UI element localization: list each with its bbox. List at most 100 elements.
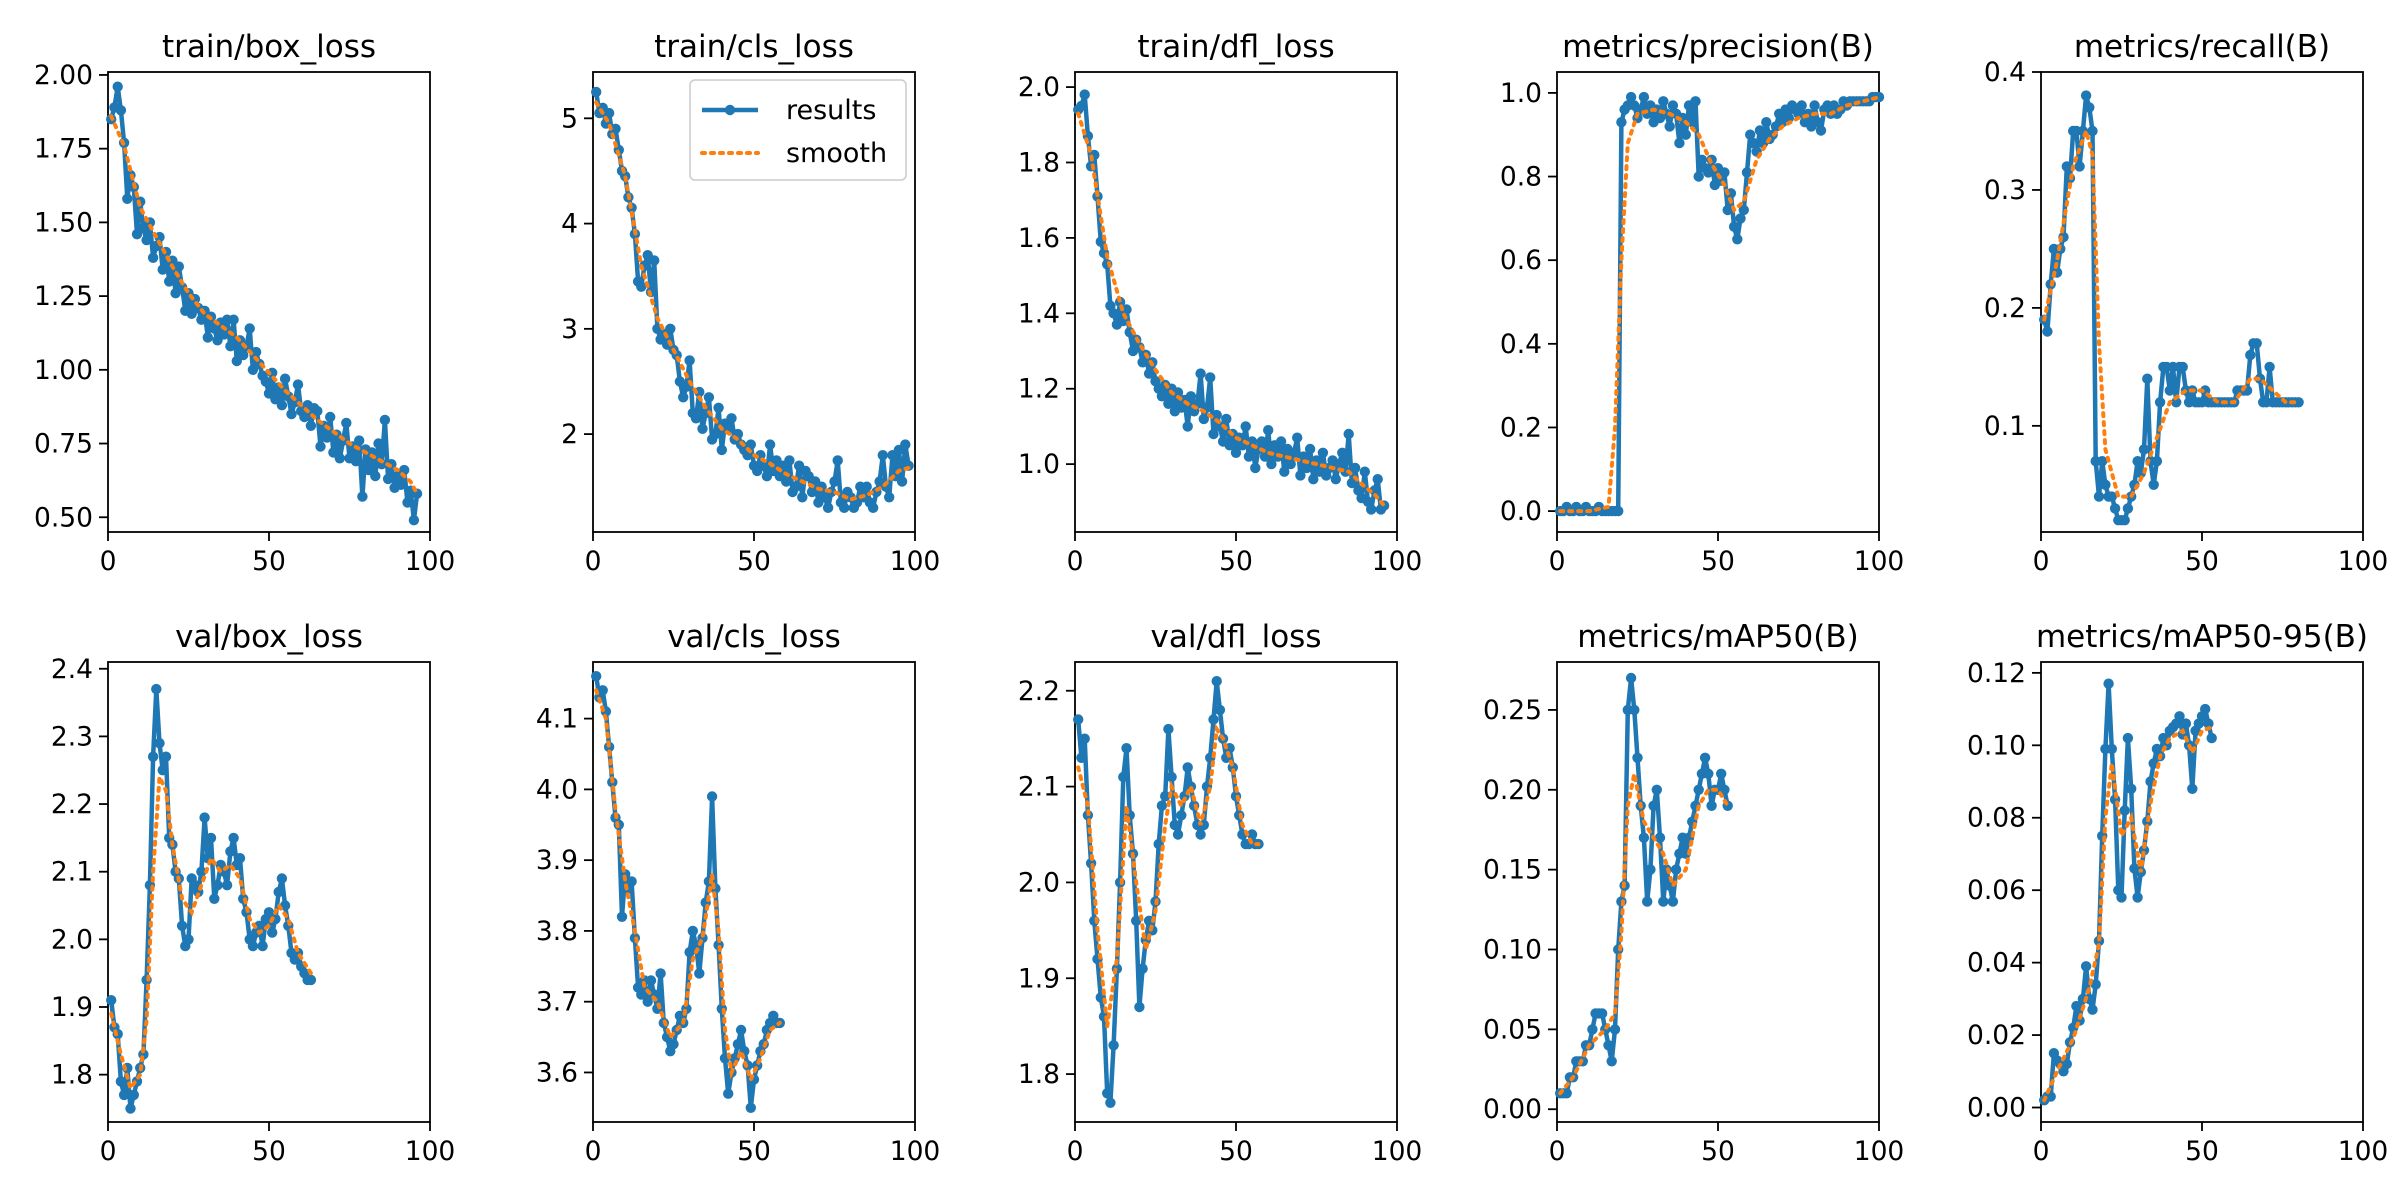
x-tick-label: 100 [890, 1136, 941, 1167]
smooth-series-line [1076, 723, 1261, 1027]
results-point [1664, 880, 1675, 891]
results-point [122, 193, 133, 204]
results-point [723, 1088, 734, 1099]
x-tick-label: 0 [585, 546, 602, 577]
results-point [2061, 161, 2072, 172]
results-point [1349, 462, 1361, 474]
x-tick-label: 0 [2033, 546, 2050, 577]
results-point [128, 1089, 139, 1101]
results-point [2180, 718, 2192, 729]
x-tick-label: 50 [252, 1136, 286, 1167]
x-tick-label: 100 [405, 1136, 456, 1167]
y-tick-label: 0.2 [1500, 412, 1542, 443]
results-point [1256, 436, 1268, 447]
results-point [2200, 703, 2211, 715]
chart-title: metrics/recall(B) [2074, 29, 2330, 65]
chart-panel-metrics-map50-95-b: metrics/mAP50-95(B) 0 50 100 0.00 0.02 0.04 0.0… [1967, 619, 2388, 1167]
results-point [2109, 503, 2121, 514]
results-point [1163, 398, 1174, 409]
results-point [1073, 714, 1084, 725]
results-point [1102, 1088, 1113, 1099]
results-point [1279, 466, 1290, 477]
results-point [1317, 447, 1329, 458]
y-tick-label: 2.0 [51, 924, 93, 955]
y-tick-label: 1.9 [51, 992, 93, 1023]
results-point [636, 989, 647, 1000]
results-point [225, 341, 236, 352]
results-point [1166, 771, 1177, 783]
results-point [402, 497, 413, 508]
smooth-series-line [1558, 773, 1730, 1096]
results-point [597, 685, 608, 696]
chart-title: val/cls_loss [667, 619, 841, 655]
results-point [1137, 963, 1148, 974]
x-tick-label: 0 [1067, 546, 1084, 577]
smooth-series-line [109, 769, 313, 1093]
y-tick-label: 0.4 [1984, 57, 2026, 88]
results-point [1366, 504, 1377, 515]
y-tick-label: 1.00 [34, 355, 93, 386]
y-tick-label: 1.8 [51, 1060, 93, 1091]
results-point [1208, 714, 1219, 725]
results-point [626, 876, 637, 887]
results-point [2090, 979, 2101, 990]
results-point [238, 349, 249, 361]
results-point [884, 492, 895, 503]
results-point [1706, 800, 1717, 811]
results-point [1687, 117, 1698, 128]
y-tick-label: 3.8 [536, 916, 578, 947]
legend-label-smooth: smooth [786, 138, 887, 169]
results-point [822, 502, 834, 513]
results-point [299, 411, 310, 423]
results-point [1793, 108, 1804, 120]
results-point [1616, 117, 1627, 128]
y-tick-label: 2.2 [1018, 676, 1060, 707]
results-point [2203, 718, 2214, 729]
results-point [147, 751, 159, 762]
results-point [228, 832, 239, 844]
results-point [1745, 129, 1756, 140]
results-point [118, 1089, 130, 1101]
results-point [1561, 1088, 1572, 1099]
y-tick-label: 0.4 [1500, 329, 1542, 360]
results-point [2264, 361, 2275, 373]
results-point [694, 968, 705, 979]
smooth-series-line [2042, 725, 2214, 1103]
results-point [1372, 474, 1383, 485]
results-point [1696, 154, 1708, 165]
y-tick-label: 1.50 [34, 207, 93, 238]
results-point [1195, 829, 1206, 840]
results-point [2164, 385, 2175, 396]
results-point [1337, 447, 1348, 458]
results-point [2251, 338, 2262, 349]
legend-box [689, 79, 907, 181]
results-point [325, 411, 336, 423]
results-point [1263, 425, 1274, 436]
results-point [745, 1102, 756, 1114]
plot-frame [1556, 661, 1880, 1123]
smooth-series-line [109, 114, 420, 496]
results-point [1214, 704, 1226, 716]
results-point [2132, 456, 2143, 467]
y-tick-label: 0.0 [1500, 496, 1542, 527]
results-point [790, 481, 802, 492]
results-point [312, 405, 323, 417]
results-point [199, 812, 210, 823]
results-point [1642, 896, 1653, 907]
results-point [2177, 361, 2188, 373]
results-point [196, 314, 207, 325]
results-point [1587, 1024, 1598, 1035]
results-point [684, 947, 695, 958]
results-point [690, 413, 702, 424]
y-tick-label: 0.20 [1483, 775, 1542, 806]
x-tick-label: 0 [585, 1136, 602, 1167]
results-point [1603, 1040, 1614, 1051]
results-point [655, 968, 666, 979]
results-point [260, 376, 271, 387]
results-point [732, 1039, 744, 1050]
results-point [1609, 1024, 1621, 1035]
results-point [1812, 117, 1824, 128]
results-point [228, 314, 239, 325]
results-point [1198, 413, 1210, 425]
results-point [1108, 308, 1119, 319]
